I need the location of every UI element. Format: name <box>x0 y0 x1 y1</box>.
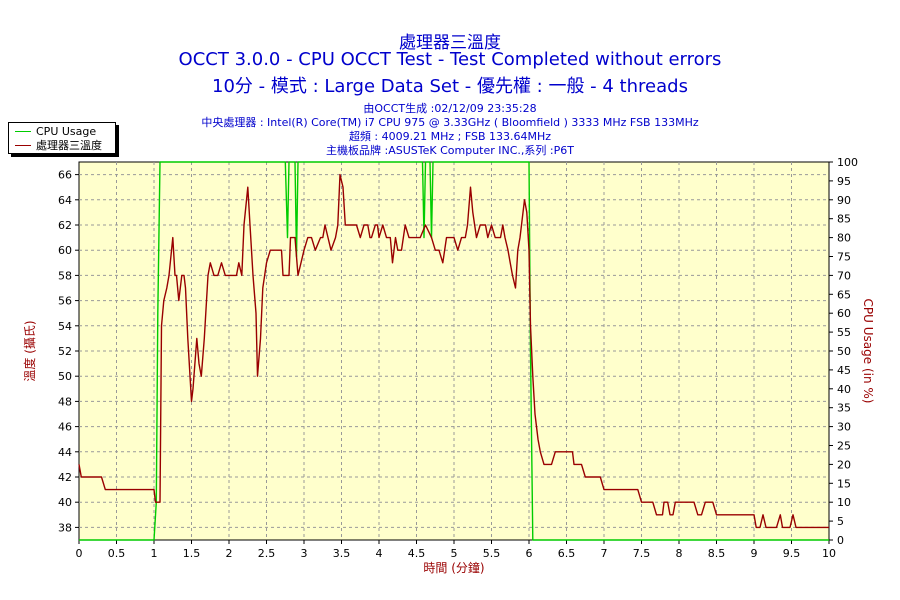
y-right-tick-label: 0 <box>837 534 844 547</box>
x-tick-label: 8.5 <box>708 547 726 560</box>
y-left-tick-label: 62 <box>58 219 72 232</box>
x-tick-label: 0 <box>76 547 83 560</box>
y-left-axis-label: 溫度 (攝氏) <box>22 320 37 381</box>
cpu-usage-line <box>79 161 829 541</box>
y-right-tick-label: 45 <box>837 364 851 377</box>
y-right-tick-label: 25 <box>837 440 851 453</box>
x-tick-label: 5 <box>451 547 458 560</box>
y-left-tick-label: 58 <box>58 269 72 282</box>
y-right-tick-label: 80 <box>837 232 851 245</box>
x-tick-label: 10 <box>822 547 836 560</box>
x-tick-label: 2 <box>226 547 233 560</box>
cpu-info: 中央處理器 : Intel(R) Core(TM) i7 CPU 975 @ 3… <box>201 116 699 129</box>
y-right-tick-label: 50 <box>837 345 851 358</box>
x-tick-label: 9.5 <box>783 547 801 560</box>
y-right-tick-label: 90 <box>837 194 851 207</box>
y-right-tick-label: 85 <box>837 213 851 226</box>
x-tick-label: 6 <box>526 547 533 560</box>
x-tick-label: 4 <box>376 547 383 560</box>
x-tick-label: 6.5 <box>558 547 576 560</box>
generated-info: 由OCCT生成 :02/12/09 23:35:28 <box>363 102 537 115</box>
y-left-tick-label: 60 <box>58 244 72 257</box>
overclock-info: 超頻 : 4009.21 MHz ; FSB 133.64MHz <box>348 130 552 143</box>
chart-legend: CPU Usage 處理器三溫度 <box>8 122 116 154</box>
board-info: 主機板品牌 :ASUSTeK Computer INC.,系列 :P6T <box>326 144 574 157</box>
y-left-tick-label: 52 <box>58 345 72 358</box>
y-right-tick-label: 100 <box>837 156 858 169</box>
y-right-tick-label: 60 <box>837 307 851 320</box>
x-tick-label: 0.5 <box>108 547 126 560</box>
y-right-tick-label: 55 <box>837 326 851 339</box>
x-tick-label: 8 <box>676 547 683 560</box>
x-tick-label: 5.5 <box>483 547 501 560</box>
x-tick-label: 1 <box>151 547 158 560</box>
legend-item-temperature: 處理器三溫度 <box>15 138 102 152</box>
legend-label-temperature: 處理器三溫度 <box>36 139 102 152</box>
x-tick-label: 3.5 <box>333 547 351 560</box>
x-tick-label: 3 <box>301 547 308 560</box>
legend-label-cpu-usage: CPU Usage <box>36 124 97 138</box>
y-left-tick-label: 42 <box>58 471 72 484</box>
y-right-tick-label: 10 <box>837 496 851 509</box>
x-axis-ticks: 0 0.5 1 1.5 2 2.5 3 3.5 4 4.5 5 5.5 6 6.5 7 7.5 8 8.5 9 9.5… <box>76 540 836 560</box>
y-left-tick-label: 38 <box>58 521 72 534</box>
x-tick-label: 9 <box>751 547 758 560</box>
legend-swatch-temperature <box>15 144 31 146</box>
y-left-tick-label: 46 <box>58 421 72 434</box>
y-right-tick-label: 40 <box>837 383 851 396</box>
y-left-tick-label: 56 <box>58 295 72 308</box>
y-right-tick-label: 95 <box>837 175 851 188</box>
series-group <box>78 161 829 541</box>
y-left-tick-label: 50 <box>58 370 72 383</box>
y-left-tick-label: 40 <box>58 496 72 509</box>
y-right-tick-label: 65 <box>837 288 851 301</box>
x-axis-label: 時間 (分鐘) <box>423 560 484 575</box>
x-tick-label: 4.5 <box>408 547 426 560</box>
y-left-tick-label: 64 <box>58 194 72 207</box>
y-left-tick-label: 66 <box>58 169 72 182</box>
legend-item-cpu-usage: CPU Usage <box>15 124 96 138</box>
y-right-axis-ticks: 0 5 10 15 20 25 30 35 40 45 50 55 60 65 70 75 80 85 90 95 10… <box>829 156 858 547</box>
x-tick-label: 1.5 <box>183 547 201 560</box>
chart-subtitle-test: OCCT 3.0.0 - CPU OCCT Test - Test Comple… <box>178 49 722 70</box>
y-right-tick-label: 15 <box>837 477 851 490</box>
chart-subtitle-mode: 10分 - 模式 : Large Data Set - 優先權 : 一般 - 4… <box>212 76 688 97</box>
y-right-tick-label: 35 <box>837 402 851 415</box>
y-right-tick-label: 20 <box>837 458 851 471</box>
y-right-tick-label: 30 <box>837 421 851 434</box>
legend-swatch-cpu-usage <box>15 130 31 132</box>
y-right-tick-label: 75 <box>837 251 851 264</box>
y-right-axis-label: CPU Usage (in %) <box>861 299 875 404</box>
y-left-tick-label: 44 <box>58 446 72 459</box>
y-right-tick-label: 5 <box>837 515 844 528</box>
x-tick-label: 2.5 <box>258 547 276 560</box>
x-tick-label: 7 <box>601 547 608 560</box>
y-left-axis-ticks: 38 40 42 44 46 48 50 52 54 56 58 60 62 64 66 <box>58 169 79 534</box>
y-left-tick-label: 48 <box>58 395 72 408</box>
temperature-line <box>78 173 829 529</box>
y-left-tick-label: 54 <box>58 320 72 333</box>
y-right-tick-label: 70 <box>837 269 851 282</box>
chart-title: 處理器三溫度 <box>399 33 501 53</box>
x-tick-label: 7.5 <box>633 547 651 560</box>
